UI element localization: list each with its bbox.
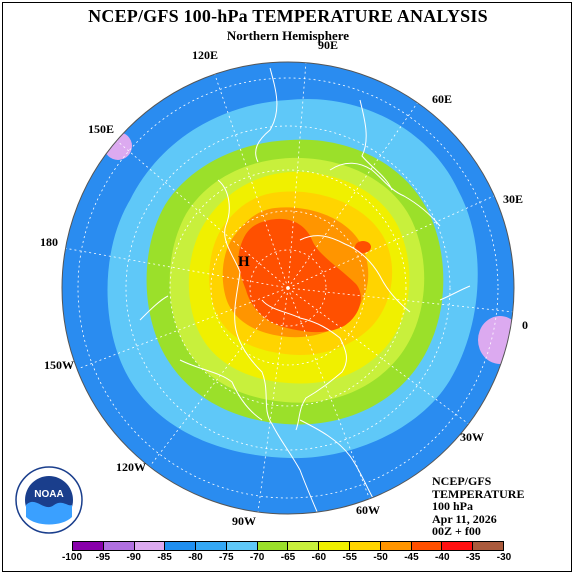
lon-label-150w: 150W [44, 358, 74, 372]
noaa-logo: NOAA [15, 466, 83, 534]
lon-label-90e: 90E [318, 38, 339, 52]
legend-swatch [319, 542, 351, 550]
legend-tick-label: -75 [219, 552, 234, 563]
coastlines [139, 67, 471, 514]
legend-swatch [288, 542, 320, 550]
info-variable: TEMPERATURE [432, 486, 525, 501]
legend-tick-label: -50 [373, 552, 388, 563]
legend-tick-label: -95 [95, 552, 111, 563]
info-forecast-hour: 00Z + f00 [432, 524, 481, 538]
info-level: 100 hPa [432, 499, 474, 513]
legend-tick-label: -30 [496, 552, 512, 563]
lon-label-30e: 30E [503, 192, 524, 206]
page-title: NCEP/GFS 100-hPa TEMPERATURE ANALYSIS [88, 6, 488, 26]
lon-label-120e: 120E [192, 48, 219, 62]
legend-swatch [442, 542, 474, 550]
graticule [63, 62, 514, 513]
lon-label-150e: 150E [88, 122, 115, 136]
legend-tick-label: -45 [404, 552, 419, 563]
legend-swatch [134, 542, 166, 550]
legend-swatch [73, 542, 104, 550]
legend-swatch [103, 542, 135, 550]
legend-tick-label: -55 [342, 552, 357, 563]
legend-ticks: -100 -95 -90 -85 -80 -75 -70 -65 -60 -55 -50 -45 -40… [62, 552, 511, 566]
logo-text: NOAA [34, 489, 63, 500]
legend-tick-label: -40 [435, 552, 450, 563]
high-pressure-label: H [238, 254, 250, 270]
legend-swatch [257, 542, 289, 550]
lon-label-90w: 90W [232, 514, 256, 528]
lon-label-180: 180 [40, 235, 58, 249]
legend-tick-label: -35 [465, 552, 481, 563]
legend-swatch [411, 542, 443, 550]
cold-spot-0 [478, 316, 514, 364]
legend-swatch [226, 542, 258, 550]
disk-edge [61, 61, 515, 515]
lon-label-120w: 120W [116, 460, 146, 474]
color-legend [72, 541, 504, 551]
legend-tick-label: -65 [280, 552, 296, 563]
legend-swatch [380, 542, 412, 550]
legend-tick-label: -85 [157, 552, 172, 563]
lon-label-60w: 60W [356, 503, 380, 517]
info-date: Apr 11, 2026 [432, 511, 497, 526]
info-block: NCEP/GFS TEMPERATURE 100 hPa Apr 11, 202… [432, 475, 524, 538]
legend-swatch [196, 542, 227, 550]
legend-tick-label: -100 [61, 552, 83, 563]
legend-swatch [165, 542, 197, 550]
warm-spot-east [355, 241, 371, 253]
legend-tick-label: -80 [188, 552, 203, 563]
lon-label-60e: 60E [432, 92, 453, 106]
legend-swatch [473, 542, 503, 550]
legend-tick-label: -60 [311, 552, 327, 563]
legend-tick-label: -90 [126, 552, 141, 563]
temperature-field [62, 62, 514, 514]
logo-wave [26, 501, 72, 525]
lon-label-0: 0 [522, 318, 528, 332]
info-model: NCEP/GFS [432, 474, 492, 488]
lon-label-30w: 30W [460, 430, 484, 444]
frame-border [2, 2, 572, 572]
page-subtitle: Northern Hemisphere [226, 28, 350, 43]
legend-swatch [350, 542, 381, 550]
legend-tick-label: -70 [249, 552, 265, 563]
band-minus45 [238, 218, 361, 333]
